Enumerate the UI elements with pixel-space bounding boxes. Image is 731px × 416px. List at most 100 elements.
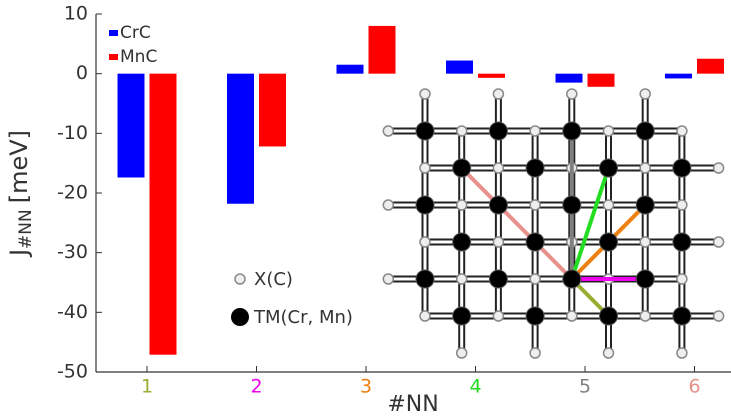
carbon-atom	[677, 348, 687, 358]
tm-atom	[416, 122, 434, 140]
carbon-atom	[457, 200, 467, 210]
tm-atom	[563, 196, 581, 214]
carbon-atom	[420, 89, 430, 99]
annotation: TM(Cr, Mn)	[253, 307, 353, 328]
tm-atom	[526, 159, 544, 177]
carbon-atom	[493, 89, 503, 99]
carbon-atom	[640, 89, 650, 99]
tm-atom	[673, 233, 691, 251]
carbon-atom	[530, 274, 540, 284]
legend-swatch	[109, 30, 118, 36]
x-tick-label: 5	[579, 376, 591, 398]
carbon-atom	[493, 163, 503, 173]
carbon-atom	[677, 126, 687, 136]
carbon-atom	[420, 237, 430, 247]
carbon-atom	[420, 311, 430, 321]
carbon-atom	[383, 274, 393, 284]
y-tick-label: -40	[57, 301, 88, 323]
carbon-atom	[677, 200, 687, 210]
carbon-atom	[640, 163, 650, 173]
x-axis-label: #NN	[387, 392, 438, 416]
chart: J#NN[meV] #NN 100-10-20-30-40-50X(C)TM(C…	[0, 0, 731, 416]
y-tick-label: -50	[57, 361, 88, 383]
y-label-sub: #NN	[16, 209, 36, 249]
carbon-atom	[714, 237, 724, 247]
y-tick-label: 10	[64, 3, 88, 25]
bar	[665, 74, 692, 79]
annotation-marker	[235, 274, 245, 284]
carbon-atom	[530, 126, 540, 136]
carbon-atom	[457, 274, 467, 284]
tm-atom	[600, 159, 618, 177]
tm-atom	[416, 270, 434, 288]
tm-atom	[636, 270, 654, 288]
bar	[118, 74, 145, 178]
tm-atom	[489, 196, 507, 214]
y-tick-label: -10	[57, 122, 88, 144]
carbon-atom	[420, 163, 430, 173]
carbon-atom	[530, 348, 540, 358]
neighbor-line	[462, 168, 572, 279]
bar	[446, 61, 473, 74]
tm-atom	[526, 307, 544, 325]
legend-label: CrC	[120, 23, 151, 43]
carbon-atom	[604, 348, 614, 358]
x-tick-label: 6	[688, 376, 700, 398]
tm-atom	[636, 196, 654, 214]
carbon-atom	[640, 237, 650, 247]
tm-atom	[489, 122, 507, 140]
carbon-atom	[383, 126, 393, 136]
tm-atom	[563, 270, 581, 288]
carbon-atom	[493, 237, 503, 247]
bar	[259, 74, 286, 147]
tm-atom	[673, 159, 691, 177]
bar	[369, 26, 396, 74]
tm-atom	[600, 233, 618, 251]
carbon-atom	[530, 200, 540, 210]
legend-label: MnC	[120, 47, 157, 67]
y-label-unit: [meV]	[5, 130, 33, 203]
x-tick-label: 2	[250, 376, 262, 398]
carbon-atom	[383, 200, 393, 210]
carbon-atom	[640, 311, 650, 321]
tm-atom	[600, 307, 618, 325]
tm-atom	[416, 196, 434, 214]
tm-atom	[636, 122, 654, 140]
carbon-atom	[714, 311, 724, 321]
x-tick-label: 1	[141, 376, 153, 398]
lattice-inset	[383, 89, 723, 358]
y-tick-label: -20	[57, 182, 88, 204]
x-tick-label: 4	[469, 376, 481, 398]
x-tick-label: 3	[360, 376, 372, 398]
legend-swatch	[109, 54, 118, 60]
carbon-atom	[457, 126, 467, 136]
bar	[697, 59, 724, 74]
bar	[227, 74, 254, 204]
carbon-atom	[567, 89, 577, 99]
annotation-marker	[231, 308, 249, 326]
carbon-atom	[604, 200, 614, 210]
bar	[150, 74, 177, 355]
tm-atom	[453, 307, 471, 325]
tm-atom	[563, 122, 581, 140]
tm-atom	[489, 270, 507, 288]
y-tick-label: -30	[57, 241, 88, 263]
bar	[337, 65, 364, 74]
y-label-main: J	[5, 249, 33, 258]
tm-atom	[453, 233, 471, 251]
carbon-atom	[677, 274, 687, 284]
carbon-atom	[457, 348, 467, 358]
tm-atom	[453, 159, 471, 177]
carbon-atom	[567, 311, 577, 321]
carbon-atom	[604, 126, 614, 136]
bar	[478, 74, 505, 78]
tm-atom	[673, 307, 691, 325]
y-axis-label: J#NN [meV]	[5, 130, 36, 258]
carbon-atom	[714, 163, 724, 173]
bar	[556, 74, 583, 83]
annotation: X(C)	[254, 269, 293, 290]
tm-atom	[526, 233, 544, 251]
carbon-atom	[493, 311, 503, 321]
bar	[588, 74, 615, 87]
y-tick-label: 0	[76, 62, 88, 84]
